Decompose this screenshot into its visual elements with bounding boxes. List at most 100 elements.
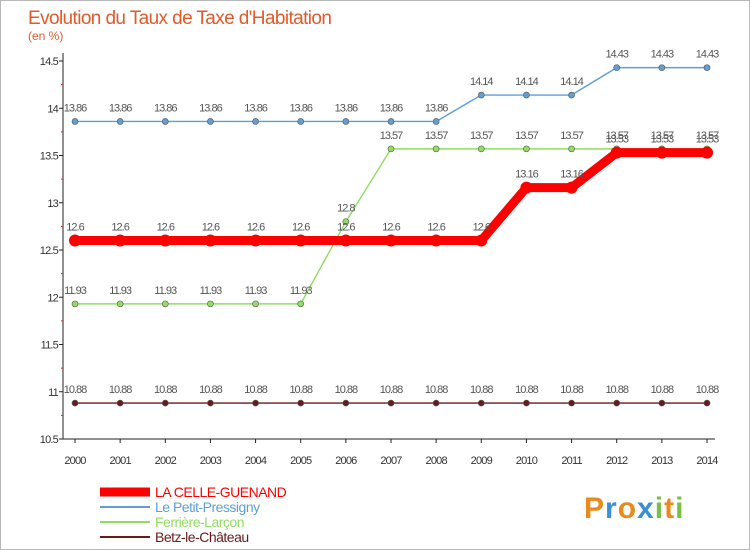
data-point bbox=[477, 145, 485, 153]
data-label: 10.88 bbox=[335, 384, 358, 396]
data-label: 13.16 bbox=[560, 169, 583, 181]
x-tick-label: 2007 bbox=[380, 455, 402, 467]
data-point bbox=[207, 300, 214, 308]
data-point bbox=[432, 399, 440, 407]
data-label: 11.93 bbox=[64, 285, 87, 297]
legend-label-3: Betz-le-Château bbox=[155, 529, 249, 545]
data-point bbox=[387, 399, 395, 407]
x-tick-label: 2012 bbox=[606, 455, 628, 467]
data-label: 12.6 bbox=[247, 222, 265, 234]
data-point bbox=[161, 399, 169, 407]
x-tick-label: 2005 bbox=[290, 455, 312, 467]
x-tick-label: 2009 bbox=[471, 455, 493, 467]
data-point bbox=[613, 399, 621, 407]
data-point bbox=[432, 145, 440, 153]
brand-letter: i bbox=[675, 492, 684, 525]
data-label: 13.86 bbox=[425, 102, 448, 114]
data-label: 13.86 bbox=[199, 102, 222, 114]
y-tick-label: 14 bbox=[47, 103, 58, 115]
data-point bbox=[207, 399, 214, 407]
data-label: 10.88 bbox=[244, 384, 267, 396]
data-label: 13.57 bbox=[380, 130, 403, 142]
data-label: 14.14 bbox=[515, 76, 538, 88]
data-label: 13.57 bbox=[560, 130, 583, 142]
data-label: 10.88 bbox=[470, 384, 493, 396]
x-tick-label: 2006 bbox=[335, 455, 357, 467]
data-label: 13.57 bbox=[651, 130, 674, 142]
data-label: 13.53 bbox=[651, 134, 674, 146]
data-point bbox=[297, 300, 305, 308]
data-point bbox=[387, 118, 395, 125]
data-label: 10.88 bbox=[109, 384, 132, 396]
data-point bbox=[159, 234, 172, 247]
data-point bbox=[658, 64, 666, 71]
y-tick-label: 11 bbox=[48, 387, 59, 399]
data-labels: 10.88 10.88 10.88 10.88 10.88 10.88 10.88 10.88… bbox=[64, 49, 720, 396]
data-point bbox=[613, 64, 621, 71]
x-tick-label: 2011 bbox=[561, 455, 582, 467]
x-tick-label: 2014 bbox=[696, 455, 718, 467]
data-point bbox=[161, 118, 169, 125]
data-point bbox=[294, 234, 307, 247]
data-point bbox=[207, 118, 214, 125]
data-label: 13.57 bbox=[425, 130, 448, 142]
data-point bbox=[523, 145, 530, 153]
data-point bbox=[703, 64, 711, 71]
data-point bbox=[703, 399, 711, 407]
brand-letter: x bbox=[637, 492, 655, 525]
data-label: 13.86 bbox=[244, 102, 267, 114]
data-label: 13.57 bbox=[515, 130, 538, 142]
data-label: 12.6 bbox=[337, 222, 355, 234]
data-point bbox=[342, 399, 350, 407]
data-label: 13.86 bbox=[64, 102, 87, 114]
data-label: 12.6 bbox=[427, 222, 445, 234]
series-points bbox=[69, 64, 713, 407]
data-point bbox=[71, 118, 79, 125]
data-point bbox=[523, 399, 530, 407]
data-label: 13.57 bbox=[605, 130, 628, 142]
data-label: 13.53 bbox=[605, 134, 628, 146]
data-label: 10.88 bbox=[64, 384, 87, 396]
data-point bbox=[249, 234, 262, 247]
data-point bbox=[297, 118, 305, 125]
data-point bbox=[297, 399, 305, 407]
data-label: 14.43 bbox=[651, 49, 674, 61]
y-tick-label: 12 bbox=[47, 292, 58, 304]
data-label: 14.43 bbox=[696, 49, 719, 61]
data-point bbox=[339, 234, 352, 247]
brand-letter: r bbox=[605, 492, 618, 525]
chart-title: Evolution du Taux de Taxe d'Habitation bbox=[28, 8, 331, 29]
data-point bbox=[520, 181, 533, 194]
data-label: 10.88 bbox=[605, 384, 628, 396]
x-tick-label: 2008 bbox=[426, 455, 448, 467]
data-point bbox=[568, 399, 575, 407]
y-tick-label: 13.5 bbox=[40, 151, 59, 163]
x-tick-label: 2013 bbox=[651, 455, 673, 467]
data-label: 11.93 bbox=[109, 285, 132, 297]
x-tick-label: 2001 bbox=[110, 455, 132, 467]
data-point bbox=[342, 118, 350, 125]
axes: 10.5 11 11.5 12 12.5 13 13.5 14 14.5 2000 2001 2002… bbox=[40, 53, 719, 467]
data-label: 12.6 bbox=[157, 222, 175, 234]
data-point bbox=[161, 300, 169, 308]
data-label: 12.6 bbox=[292, 222, 310, 234]
y-tick-label: 11.5 bbox=[41, 340, 59, 352]
data-label: 14.14 bbox=[560, 76, 583, 88]
data-label: 13.86 bbox=[154, 102, 177, 114]
brand-logo: Proxiti bbox=[584, 492, 684, 525]
chart-subtitle: (en %) bbox=[28, 29, 63, 43]
data-label: 11.93 bbox=[290, 285, 313, 297]
data-point bbox=[116, 399, 124, 407]
data-point bbox=[342, 218, 350, 225]
legend-label-0: LA CELLE-GUENAND bbox=[155, 484, 287, 500]
data-label: 12.6 bbox=[66, 222, 84, 234]
data-point bbox=[523, 91, 530, 99]
data-label: 13.86 bbox=[289, 102, 312, 114]
data-label: 12.6 bbox=[382, 222, 400, 234]
data-label: 13.86 bbox=[109, 102, 132, 114]
data-label: 12.8 bbox=[337, 203, 355, 215]
data-point bbox=[116, 300, 124, 308]
